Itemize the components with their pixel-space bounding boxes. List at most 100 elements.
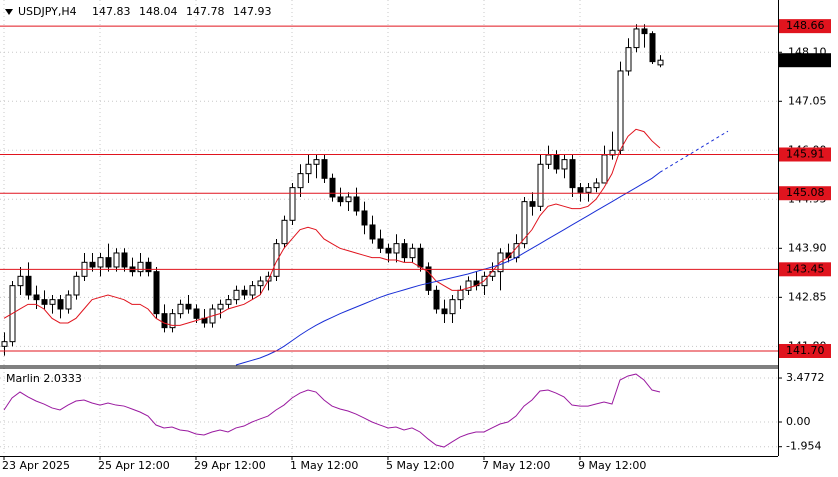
level-label: 141.70 xyxy=(786,344,825,357)
candle-body xyxy=(193,308,200,319)
candle-body xyxy=(625,47,632,72)
candle-body xyxy=(25,275,32,296)
candle-body xyxy=(577,187,584,193)
ohlc-value: 147.83 xyxy=(92,5,131,18)
candle-body xyxy=(377,238,384,249)
level-label-box xyxy=(779,186,831,201)
candle-body xyxy=(17,275,24,287)
candle-body xyxy=(65,294,72,310)
candle-body xyxy=(345,196,352,203)
candle-body xyxy=(289,187,296,221)
candle-body xyxy=(441,308,448,315)
candle-body xyxy=(281,219,288,245)
candle-body xyxy=(137,261,144,273)
x-tick-label: 9 May 12:00 xyxy=(578,459,646,472)
candle-body xyxy=(153,271,160,315)
candle-body xyxy=(321,159,328,179)
candle-body xyxy=(537,163,544,207)
candle-body xyxy=(273,243,280,277)
x-tick-label: 29 Apr 12:00 xyxy=(194,459,266,472)
candle-body xyxy=(425,266,432,291)
projection-line xyxy=(659,130,729,173)
candle-body xyxy=(313,159,320,165)
ohlc-value: 147.78 xyxy=(186,5,225,18)
indicator-name: Marlin 2.0333 xyxy=(6,372,82,385)
candle-body xyxy=(217,303,224,310)
collapse-icon xyxy=(5,9,13,15)
candle-body xyxy=(393,243,400,254)
candle-body xyxy=(409,247,416,259)
candle-body xyxy=(585,187,592,193)
level-label-box xyxy=(779,147,831,162)
candle-body xyxy=(545,154,552,165)
candle-body xyxy=(1,341,8,347)
level-label-box xyxy=(779,262,831,277)
candle-body xyxy=(161,313,168,329)
candle-body xyxy=(57,299,64,310)
candle-body xyxy=(553,154,560,170)
candle-body xyxy=(649,33,656,63)
x-tick-label: 1 May 12:00 xyxy=(290,459,358,472)
candle-body xyxy=(145,261,152,273)
candle-body xyxy=(121,252,128,268)
candle-body xyxy=(385,247,392,254)
candle-body xyxy=(369,224,376,240)
last-price-label: 147.93 xyxy=(786,53,825,66)
y-tick-label: 3.4772 xyxy=(786,371,825,384)
candle-body xyxy=(465,280,472,291)
candle-body xyxy=(633,28,640,49)
candle-body xyxy=(617,70,624,151)
moving-average xyxy=(235,171,661,366)
candle-body xyxy=(593,182,600,189)
candle-body xyxy=(401,243,408,259)
indicator-line xyxy=(3,373,661,448)
candle-body xyxy=(449,299,456,315)
candle-body xyxy=(457,289,464,301)
candle-body xyxy=(641,28,648,35)
ohlc-value: 148.04 xyxy=(139,5,178,18)
x-tick-label: 23 Apr 2025 xyxy=(2,459,70,472)
y-tick-label: 142.85 xyxy=(788,290,827,303)
y-tick-label: 147.05 xyxy=(788,94,827,107)
candle-body xyxy=(561,159,568,170)
x-tick-label: 7 May 12:00 xyxy=(482,459,550,472)
candle-body xyxy=(113,252,120,268)
level-label: 145.08 xyxy=(786,186,825,199)
candle-body xyxy=(105,257,112,268)
candle-body xyxy=(241,289,248,296)
level-label: 143.45 xyxy=(786,262,825,275)
candle-body xyxy=(657,59,664,66)
candle-body xyxy=(601,154,608,184)
candle-body xyxy=(73,275,80,296)
symbol: USDJPY,H4 xyxy=(18,5,77,18)
candle-body xyxy=(361,210,368,226)
x-tick-label: 5 May 12:00 xyxy=(386,459,454,472)
ohlc-value: 147.93 xyxy=(233,5,272,18)
y-tick-label: 0.00 xyxy=(786,415,811,428)
candle-body xyxy=(177,303,184,315)
candle-body xyxy=(41,299,48,305)
candle-body xyxy=(337,196,344,203)
candle-body xyxy=(33,294,40,301)
level-label: 148.66 xyxy=(786,19,825,32)
candle-body xyxy=(225,299,232,305)
candle-body xyxy=(169,313,176,329)
candle-body xyxy=(89,261,96,268)
y-tick-label: -1.954 xyxy=(786,440,821,453)
candle-body xyxy=(49,299,56,305)
candle-body xyxy=(329,177,336,198)
candle-body xyxy=(297,173,304,189)
level-label-box xyxy=(779,19,831,34)
level-label-box xyxy=(779,343,831,358)
candle-body xyxy=(569,159,576,189)
candle-body xyxy=(97,257,104,268)
candle-body xyxy=(529,201,536,207)
candle-body xyxy=(233,289,240,301)
candle-body xyxy=(521,201,528,245)
candle-body xyxy=(257,280,264,287)
candle-body xyxy=(433,289,440,310)
moving-average xyxy=(3,128,661,326)
last-price-box xyxy=(779,53,831,68)
